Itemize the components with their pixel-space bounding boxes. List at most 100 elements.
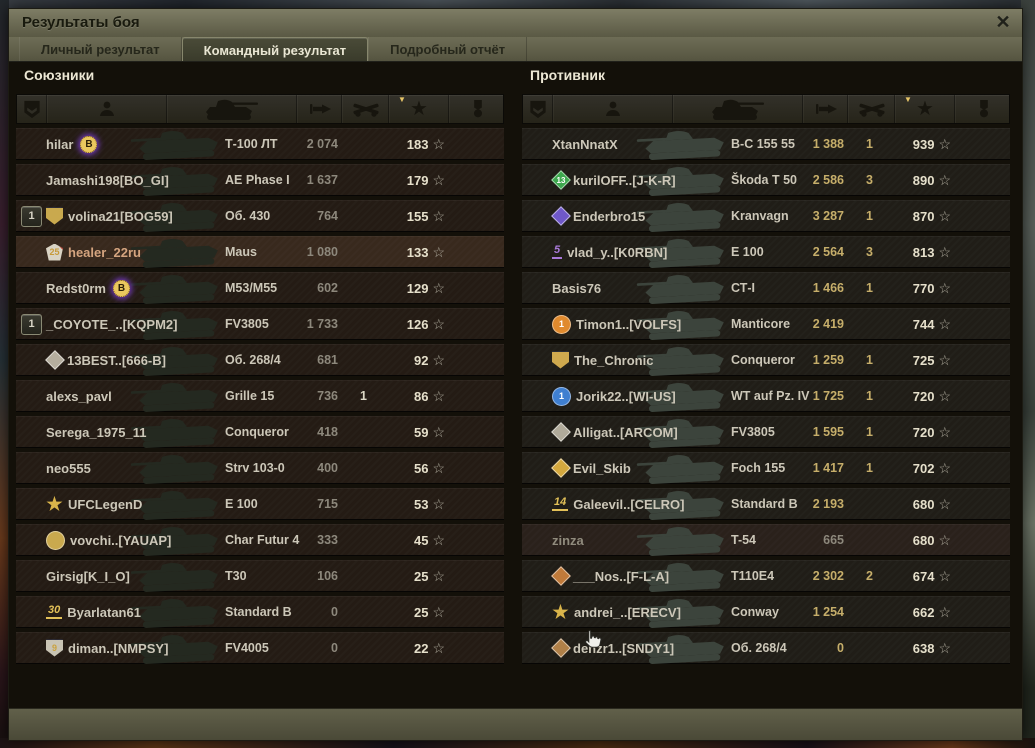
medals-cell xyxy=(953,273,1009,303)
column-header-damage[interactable] xyxy=(296,95,342,123)
tab-team-result[interactable]: Командный результат xyxy=(181,37,369,61)
background-right-strip xyxy=(1021,0,1035,748)
table-row[interactable]: vovchi..[YAUAP] Char Futur 4 333 45 ☆ xyxy=(16,524,504,556)
column-header-platoon[interactable] xyxy=(17,95,46,123)
table-row[interactable]: Evil_Skib Foch 155 1 417 1 702 ☆ xyxy=(522,452,1010,484)
star-icon: ☆ xyxy=(938,388,951,404)
table-row[interactable]: 30 Byarlatan61 Standard B 0 25 ☆ xyxy=(16,596,504,628)
column-header-frags[interactable] xyxy=(341,95,389,123)
column-header-experience[interactable]: ★ ▼ xyxy=(388,95,449,123)
medals-cell xyxy=(447,525,503,555)
table-row[interactable]: neo555 Strv 103-0 400 56 ☆ xyxy=(16,452,504,484)
frags-value xyxy=(340,453,387,483)
table-row[interactable]: 1 Jorik22..[WI-US] WT auf Pz. IV 1 725 1 720 ☆ xyxy=(522,380,1010,412)
column-header-vehicle[interactable] xyxy=(166,95,297,123)
player-name: ___Nos..[F-L-A] xyxy=(573,568,670,584)
damage-value: 1 637 xyxy=(306,173,338,187)
shell-icon xyxy=(309,104,331,114)
player-name: UFCLegenD xyxy=(68,496,143,512)
clan-emblem-crest-icon: 25 xyxy=(46,243,63,261)
tab-personal-result[interactable]: Личный результат xyxy=(19,37,182,61)
xp-cell: 725 ☆ xyxy=(893,345,951,375)
damage-value: 764 xyxy=(317,209,338,223)
medals-cell xyxy=(447,345,503,375)
damage-value: 0 xyxy=(331,605,338,619)
shell-icon xyxy=(815,104,837,114)
table-row[interactable]: XtanNnatX B-C 155 55 1 388 1 939 ☆ xyxy=(522,128,1010,160)
table-row[interactable]: Redst0rm B M53/M55 602 129 ☆ xyxy=(16,272,504,304)
star-icon: ☆ xyxy=(432,244,445,260)
table-row[interactable]: hilar B Т-100 ЛТ 2 074 183 ☆ xyxy=(16,128,504,160)
table-row[interactable]: 1 _COYOTE_..[KQPM2] FV3805 1 733 126 ☆ xyxy=(16,308,504,340)
table-row[interactable]: denzr1..[SNDY1] Об. 268/4 0 638 ☆ xyxy=(522,632,1010,664)
player-cell: denzr1..[SNDY1] xyxy=(551,633,702,663)
star-icon: ☆ xyxy=(938,280,951,296)
table-row[interactable]: 1 volina21[BOG59] Об. 430 764 155 ☆ xyxy=(16,200,504,232)
xp-cell: 126 ☆ xyxy=(387,309,445,339)
column-header-player[interactable] xyxy=(46,95,167,123)
frags-value: 1 xyxy=(866,209,873,223)
table-row[interactable]: ★ UFCLegenD E 100 715 53 ☆ xyxy=(16,488,504,520)
vehicle-name: Grille 15 xyxy=(225,389,275,403)
player-cell: 30 Byarlatan61 xyxy=(46,597,196,627)
table-row[interactable]: alexs_pavl Grille 15 736 1 86 ☆ xyxy=(16,380,504,412)
column-header-experience[interactable]: ★ ▼ xyxy=(894,95,955,123)
enemy-panel-title: Противник xyxy=(530,67,605,83)
damage-value: 0 xyxy=(331,641,338,655)
platoon-cell xyxy=(18,561,45,591)
column-header-damage[interactable] xyxy=(802,95,848,123)
table-row[interactable]: 13BEST..[666-B] Об. 268/4 681 92 ☆ xyxy=(16,344,504,376)
clan-emblem-star-icon: ★ xyxy=(46,493,63,514)
xp-value: 86 xyxy=(413,388,429,404)
platoon-cell xyxy=(18,381,45,411)
close-icon[interactable]: ✕ xyxy=(995,12,1011,32)
xp-value: 92 xyxy=(413,352,429,368)
table-row[interactable]: 1 Timon1..[VOLFS] Manticore 2 419 744 ☆ xyxy=(522,308,1010,340)
player-cell: neo555 xyxy=(46,453,196,483)
platoon-cell xyxy=(18,633,45,663)
player-name: Alligat..[ARCOM] xyxy=(573,424,678,440)
table-row[interactable]: Enderbro15 Kranvagn 3 287 1 870 ☆ xyxy=(522,200,1010,232)
column-header-vehicle[interactable] xyxy=(672,95,803,123)
column-header-player[interactable] xyxy=(552,95,673,123)
xp-cell: 720 ☆ xyxy=(893,417,951,447)
table-row[interactable]: 13 kurilOFF..[J-K-R] Škoda T 50 2 586 3 890 ☆ xyxy=(522,164,1010,196)
player-cell: Evil_Skib xyxy=(551,453,702,483)
vehicle-name: FV3805 xyxy=(225,317,269,331)
table-row[interactable]: Basis76 СТ-I 1 466 1 770 ☆ xyxy=(522,272,1010,304)
player-cell: 5 vlad_y..[K0RBN] xyxy=(552,237,702,267)
table-row[interactable]: zinza T-54 665 680 ☆ xyxy=(522,524,1010,556)
column-header-frags[interactable] xyxy=(847,95,895,123)
damage-value: 2 074 xyxy=(306,137,338,151)
column-header-platoon[interactable] xyxy=(523,95,552,123)
tab-detailed-report[interactable]: Подробный отчёт xyxy=(368,37,528,61)
table-row[interactable]: Jamashi198[BO_GI] AE Phase I 1 637 179 ☆ xyxy=(16,164,504,196)
table-row[interactable]: 25 healer_22ru Maus 1 080 133 ☆ xyxy=(16,236,504,268)
star-icon: ☆ xyxy=(432,424,445,440)
column-header-medals[interactable] xyxy=(448,95,506,123)
frags-value xyxy=(340,417,387,447)
player-cell: zinza xyxy=(552,525,702,555)
table-row[interactable]: Serega_1975_11 Conqueror 418 59 ☆ xyxy=(16,416,504,448)
table-row[interactable]: ___Nos..[F-L-A] T110E4 2 302 2 674 ☆ xyxy=(522,560,1010,592)
table-row[interactable]: 9 diman..[NMPSY] FV4005 0 22 ☆ xyxy=(16,632,504,664)
damage-value: 1 254 xyxy=(812,605,844,619)
table-row[interactable]: 5 vlad_y..[K0RBN] E 100 2 564 3 813 ☆ xyxy=(522,236,1010,268)
table-row[interactable]: Alligat..[ARCOM] FV3805 1 595 1 720 ☆ xyxy=(522,416,1010,448)
medals-cell xyxy=(447,129,503,159)
column-header-medals[interactable] xyxy=(954,95,1012,123)
xp-value: 770 xyxy=(912,280,935,296)
table-row[interactable]: Girsig[K_I_O] T30 106 25 ☆ xyxy=(16,560,504,592)
table-row[interactable]: 14 Galeevil..[CELRO] Standard B 2 193 680 ☆ xyxy=(522,488,1010,520)
player-name: Evil_Skib xyxy=(573,460,631,476)
table-row[interactable]: The_Chronic Conqueror 1 259 1 725 ☆ xyxy=(522,344,1010,376)
xp-cell: 638 ☆ xyxy=(893,633,951,663)
table-row[interactable]: ★ andrei_..[ERECV] Conway 1 254 662 ☆ xyxy=(522,596,1010,628)
star-icon: ☆ xyxy=(432,532,445,548)
platoon-cell xyxy=(524,345,551,375)
platoon-cell xyxy=(524,417,551,447)
star-icon: ☆ xyxy=(432,352,445,368)
vehicle-name: СТ-I xyxy=(731,281,755,295)
xp-value: 59 xyxy=(413,424,429,440)
medals-cell xyxy=(447,417,503,447)
